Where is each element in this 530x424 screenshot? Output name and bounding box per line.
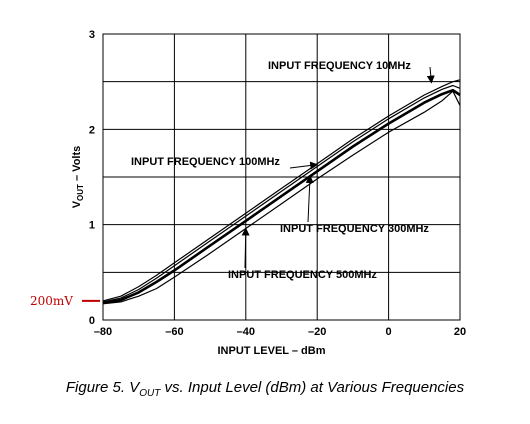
x-tick-label: 0 [386,326,392,338]
y-tick-label: 0 [89,315,95,327]
y-tick-label: 2 [89,124,95,136]
annotation-arrow [305,175,314,223]
series-line [102,88,461,305]
annotation-label: INPUT FREQUENCY 500MHz [228,269,377,281]
x-tick-label: –40 [237,326,255,338]
x-tick-label: –60 [165,326,183,338]
y-tick-label: 1 [89,220,95,232]
annotations: INPUT FREQUENCY 10MHz INPUT FREQUENCY 100… [131,60,435,281]
annotation-arrow [289,161,319,170]
y-tick-label: 3 [89,29,95,41]
series-lines [102,79,461,305]
x-tick-label: –80 [94,326,112,338]
series-line [102,84,461,303]
annotation-label: INPUT FREQUENCY 300MHz [280,223,429,235]
marker-label: 200mV [30,294,73,308]
plot-frame [102,33,461,321]
annotation-label: INPUT FREQUENCY 10MHz [268,60,411,72]
y-axis-label: VOUT – Volts [71,146,85,209]
x-tick-labels: –80 –60 –40 –20 0 20 [94,326,466,338]
x-axis-label: INPUT LEVEL – dBm [218,345,326,357]
series-line [102,90,461,305]
series-line [102,79,461,302]
annotation-label: INPUT FREQUENCY 100MHz [131,156,280,168]
figure-caption: Figure 5. VOUT vs. Input Level (dBm) at … [66,379,465,399]
x-tick-label: –20 [308,326,326,338]
annotation-arrow [426,66,435,84]
annotation-arrow [241,227,250,269]
y-tick-labels: 0 1 2 3 [89,29,95,327]
x-tick-label: 20 [454,326,466,338]
